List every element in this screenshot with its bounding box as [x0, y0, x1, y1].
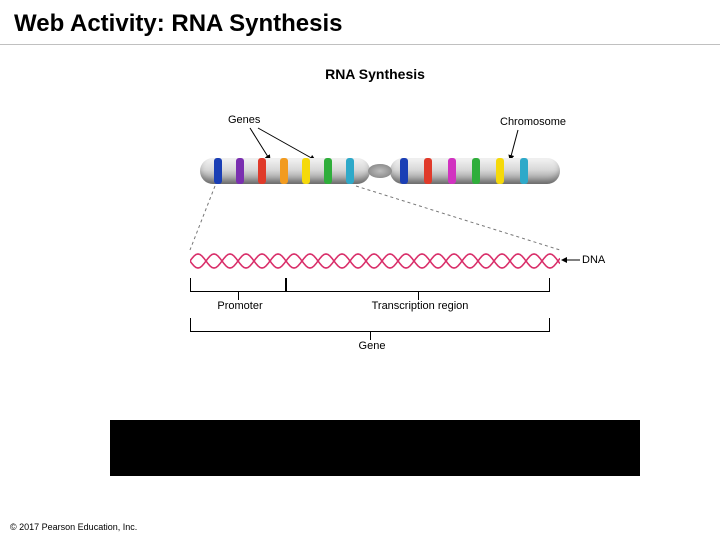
black-bar [110, 420, 640, 476]
title-rule [0, 44, 720, 45]
label-promoter: Promoter [212, 300, 268, 312]
tick-transcription [418, 292, 419, 300]
label-dna: DNA [582, 254, 605, 266]
tick-gene [370, 332, 371, 340]
label-transcription-region: Transcription region [350, 300, 490, 312]
dna-helix [190, 250, 560, 272]
label-gene: Gene [350, 340, 394, 352]
dna-svg [190, 250, 560, 272]
tick-promoter [238, 292, 239, 300]
bracket-gene [190, 318, 550, 332]
bracket-transcription [286, 278, 550, 292]
figure-panel: RNA Synthesis Genes Chromosome [110, 60, 640, 460]
bracket-promoter [190, 278, 286, 292]
copyright: © 2017 Pearson Education, Inc. [10, 522, 137, 532]
page-title: Web Activity: RNA Synthesis [0, 0, 720, 44]
